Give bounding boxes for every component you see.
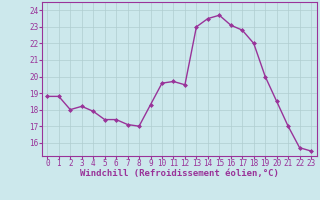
X-axis label: Windchill (Refroidissement éolien,°C): Windchill (Refroidissement éolien,°C) — [80, 169, 279, 178]
